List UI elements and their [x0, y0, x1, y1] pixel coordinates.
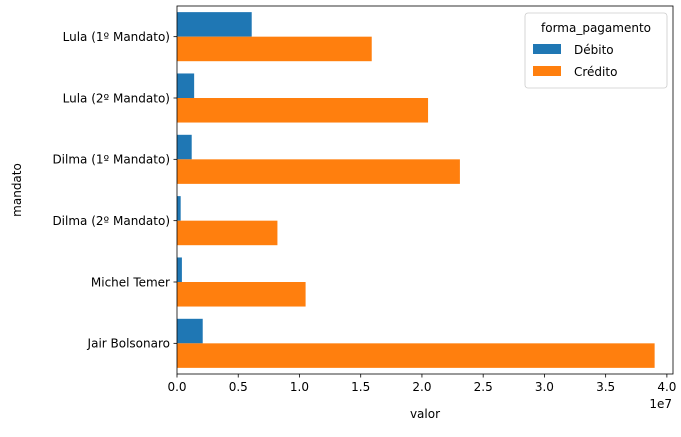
bar-debito-jair-bolsonaro — [177, 318, 203, 344]
y-tick-label-michel-temer: Michel Temer — [91, 275, 170, 289]
y-ticks: Lula (1º Mandato) Lula (2º Mandato) Dilma … — [52, 30, 177, 351]
x-offset-text: 1e7 — [649, 397, 672, 411]
y-tick-label-dilma-2-mandato: Dilma (2º Mandato) — [52, 214, 170, 228]
legend-title: forma_pagamento — [541, 21, 651, 35]
bar-credito-dilma-2-mandato — [177, 220, 278, 246]
bar-debito-lula-1-mandato — [177, 12, 252, 37]
bar-credito-dilma-1-mandato — [177, 159, 460, 184]
bar-credito-jair-bolsonaro — [177, 343, 655, 368]
y-tick-label-jair-bolsonaro: Jair Bolsonaro — [87, 337, 170, 351]
y-axis-label: mandato — [10, 163, 24, 217]
legend: forma_pagamento Débito Crédito — [524, 12, 668, 89]
x-ticks: 0.0 0.5 1.0 1.5 2.0 2.5 3.0 3.5 4.0 — [167, 374, 676, 394]
bar-debito-lula-2-mandato — [177, 73, 195, 98]
x-tick-label: 2.5 — [474, 380, 493, 394]
bar-debito-michel-temer — [177, 257, 182, 282]
x-tick-label: 0.5 — [229, 380, 248, 394]
legend-swatch-credito — [533, 66, 561, 76]
x-tick-label: 1.0 — [290, 380, 309, 394]
plot-frame — [176, 5, 674, 375]
bar-debito-dilma-1-mandato — [177, 134, 192, 160]
x-axis-label: valor — [410, 407, 440, 421]
bar-debito-dilma-2-mandato — [177, 196, 181, 221]
bar-credito-lula-1-mandato — [177, 36, 372, 62]
x-tick-label: 4.0 — [657, 380, 676, 394]
y-tick-label-lula-2-mandato: Lula (2º Mandato) — [63, 91, 170, 105]
legend-label-debito: Débito — [574, 43, 614, 57]
x-tick-label: 3.0 — [535, 380, 554, 394]
bars-layer — [177, 12, 655, 368]
x-tick-label: 2.0 — [412, 380, 431, 394]
axes-layer — [176, 5, 674, 375]
x-tick-label: 0.0 — [167, 380, 186, 394]
x-tick-label: 3.5 — [596, 380, 615, 394]
x-tick-label: 1.5 — [351, 380, 370, 394]
y-tick-label-lula-1-mandato: Lula (1º Mandato) — [63, 30, 170, 44]
bar-credito-michel-temer — [177, 282, 306, 307]
bar-credito-lula-2-mandato — [177, 98, 429, 123]
legend-swatch-debito — [533, 44, 561, 54]
legend-label-credito: Crédito — [574, 65, 617, 79]
y-tick-label-dilma-1-mandato: Dilma (1º Mandato) — [52, 153, 170, 167]
